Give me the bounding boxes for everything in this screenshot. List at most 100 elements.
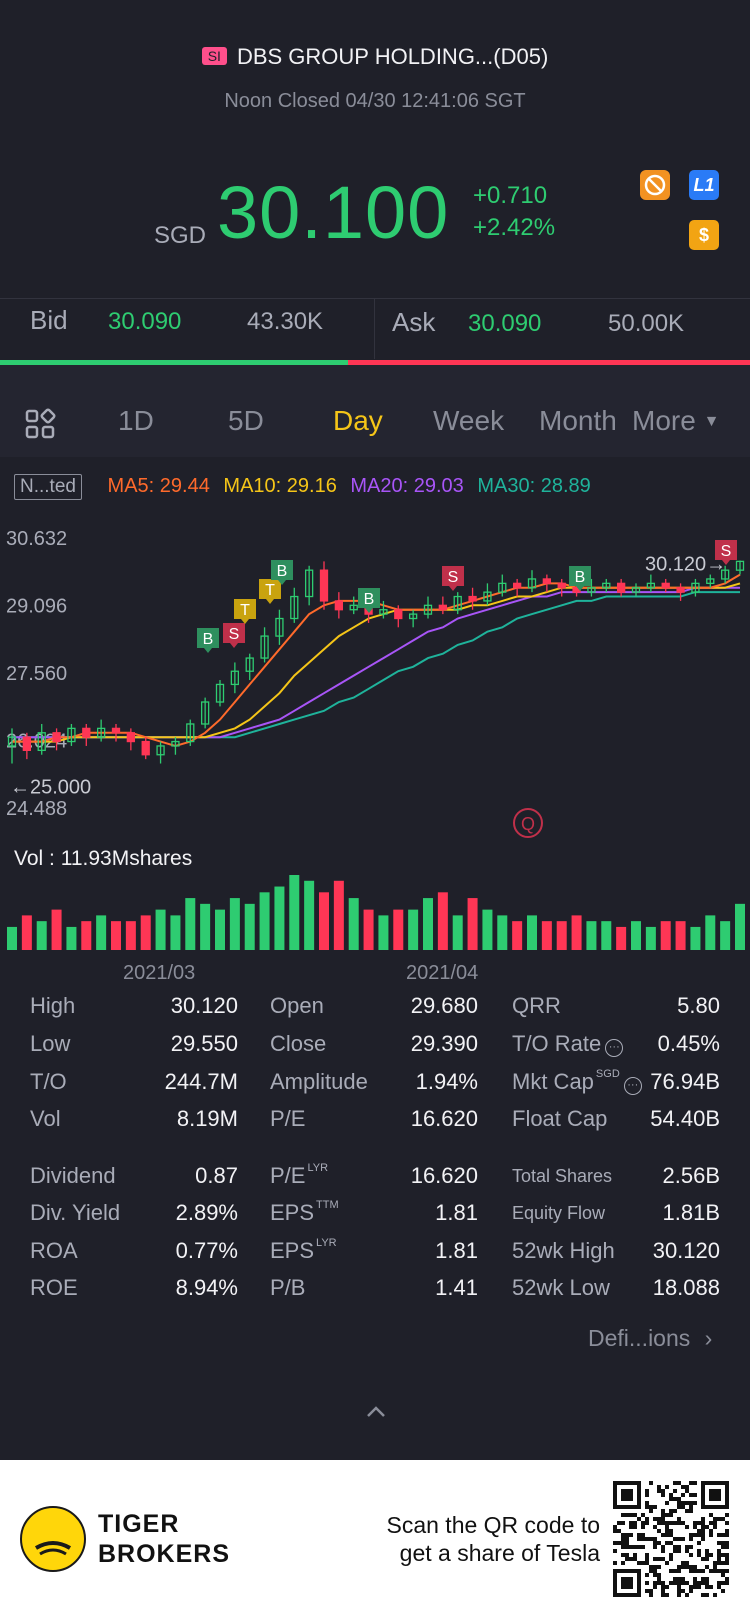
qr-module: [633, 1593, 637, 1597]
qr-module: [705, 1581, 709, 1585]
definitions-label: Defi...ions: [588, 1325, 691, 1351]
trade-marker-label: B: [364, 591, 375, 608]
qr-module: [637, 1585, 641, 1589]
trade-marker-label: B: [575, 569, 586, 586]
volume-bar: [705, 915, 716, 950]
qr-module: [685, 1593, 689, 1597]
trade-marker-t[interactable]: T: [234, 599, 256, 624]
qr-module: [617, 1481, 621, 1485]
qr-module: [721, 1505, 725, 1509]
qr-module: [625, 1593, 629, 1597]
qr-module: [629, 1593, 633, 1597]
trade-marker-label: B: [277, 563, 288, 580]
tab-week[interactable]: Week: [433, 405, 505, 436]
stat-label: Total Shares: [512, 1166, 612, 1187]
candle-body: [676, 587, 685, 593]
qr-module: [637, 1489, 641, 1493]
stat-label-text: QRR: [512, 993, 561, 1018]
trade-marker-b[interactable]: B: [197, 628, 219, 653]
qr-module: [713, 1489, 717, 1493]
trade-marker-b[interactable]: B: [569, 566, 591, 591]
qr-module: [653, 1537, 657, 1541]
trade-marker-s[interactable]: S: [715, 540, 737, 565]
qr-module: [677, 1569, 681, 1573]
tab-month[interactable]: Month: [539, 405, 617, 436]
ask-price: 30.090: [468, 310, 542, 337]
qr-module: [701, 1529, 705, 1533]
stat-value: 1.81: [435, 1238, 478, 1263]
volume-bar: [378, 915, 389, 950]
candle-body: [498, 582, 507, 593]
stat-label: T/O: [30, 1069, 67, 1095]
qr-module: [701, 1501, 705, 1505]
qr-module: [645, 1505, 649, 1509]
y-tick-label: 29.096: [6, 596, 67, 618]
qr-module: [669, 1497, 673, 1501]
qr-module: [677, 1549, 681, 1553]
qr-module: [621, 1493, 625, 1497]
qr-module: [673, 1509, 677, 1513]
volume-bar: [527, 915, 537, 950]
tab-1d[interactable]: 1D: [118, 405, 154, 436]
collapse-chevron-icon[interactable]: [366, 1398, 386, 1424]
trade-marker-t[interactable]: T: [259, 579, 281, 604]
qr-module: [665, 1525, 669, 1529]
qr-module: [701, 1489, 705, 1493]
tab-5d[interactable]: 5D: [228, 405, 264, 436]
qr-module: [725, 1561, 729, 1565]
qr-module: [617, 1529, 621, 1533]
promo-line-1: Scan the QR code to: [386, 1512, 600, 1538]
y-tick-label: 27.560: [6, 663, 67, 685]
trade-marker-b[interactable]: B: [358, 588, 380, 613]
qr-module: [717, 1569, 721, 1573]
trade-marker-s[interactable]: S: [442, 566, 464, 591]
qr-module: [725, 1485, 729, 1489]
qr-module: [681, 1577, 685, 1581]
qr-module: [669, 1513, 673, 1517]
qr-module: [637, 1505, 641, 1509]
info-icon[interactable]: ···: [605, 1039, 624, 1057]
qr-module: [717, 1493, 721, 1497]
qr-module: [673, 1537, 677, 1541]
level1-icon[interactable]: L1: [689, 170, 719, 200]
volume-bar: [393, 909, 404, 950]
info-icon[interactable]: ···: [623, 1077, 642, 1095]
qr-module: [713, 1505, 717, 1509]
definitions-link[interactable]: Defi...ions ›: [588, 1325, 712, 1352]
trade-marker-shape: [569, 566, 591, 591]
qr-module: [725, 1497, 729, 1501]
caret-down-icon: ▼: [703, 413, 720, 430]
qr-module: [621, 1585, 625, 1589]
trade-marker-s[interactable]: S: [223, 623, 245, 648]
ma20-line: [12, 586, 740, 739]
qr-module: [713, 1525, 717, 1529]
no-short-icon[interactable]: [640, 170, 670, 200]
volume-bar: [111, 921, 121, 950]
qr-code[interactable]: [612, 1480, 730, 1598]
qr-module: [669, 1581, 673, 1585]
qr-module: [653, 1545, 657, 1549]
trade-marker-b[interactable]: B: [271, 560, 293, 585]
qr-module: [701, 1485, 705, 1489]
tab-day[interactable]: Day: [333, 405, 383, 436]
qr-module: [673, 1549, 677, 1553]
qr-module: [701, 1569, 705, 1573]
qr-module: [625, 1577, 629, 1581]
stat-label-text: Amplitude: [270, 1069, 368, 1094]
qr-module: [701, 1593, 705, 1597]
brand-line-1: TIGER: [98, 1510, 180, 1538]
bid-label: Bid: [30, 305, 68, 335]
qr-module: [625, 1553, 629, 1557]
qr-module: [701, 1497, 705, 1501]
candle-body: [334, 600, 344, 611]
stat-label-text: ROA: [30, 1238, 78, 1263]
tab-more[interactable]: More ▼: [632, 405, 719, 437]
adjustment-tag[interactable]: N...ted: [14, 474, 82, 500]
qr-module: [725, 1501, 729, 1505]
grid-icon[interactable]: [24, 408, 56, 445]
qr-module: [705, 1525, 709, 1529]
dollar-icon[interactable]: $: [689, 220, 719, 250]
qr-module: [621, 1537, 625, 1541]
y-tick-label: 30.632: [6, 530, 67, 550]
